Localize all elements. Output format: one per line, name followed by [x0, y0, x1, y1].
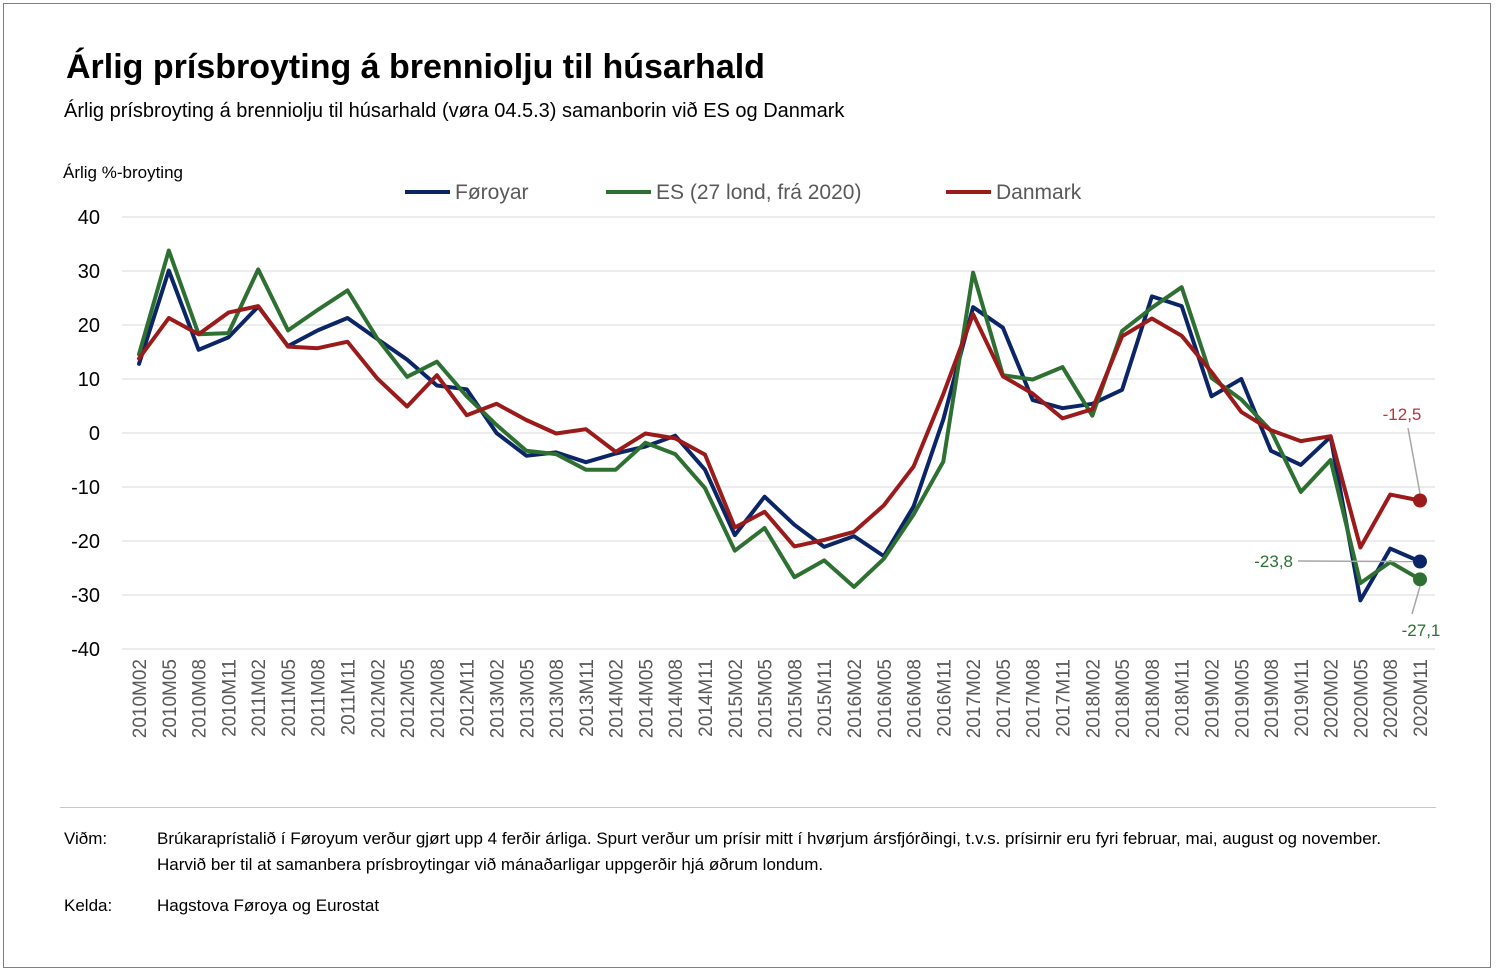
- x-tick-label: 2016M05: [875, 659, 896, 738]
- x-tick-label: 2020M11: [1411, 659, 1432, 737]
- x-tick-label: 2018M05: [1113, 659, 1134, 738]
- x-tick-label: 2017M05: [994, 659, 1015, 738]
- x-tick-label: 2014M11: [696, 659, 717, 737]
- annotation-leader: [1297, 560, 1414, 563]
- x-tick-label: 2015M08: [785, 659, 806, 738]
- x-tick-label: 2010M02: [130, 659, 151, 738]
- x-tick-label: 2016M02: [845, 659, 866, 738]
- gridlines: [122, 216, 1435, 650]
- y-tick-label: 10: [78, 369, 100, 391]
- y-tick-label: -30: [71, 585, 100, 607]
- x-tick-label: 2019M02: [1202, 659, 1223, 738]
- x-tick-label: 2020M05: [1351, 659, 1372, 738]
- series-line: [137, 304, 1422, 550]
- x-tick-label: 2012M05: [398, 659, 419, 738]
- y-tick-label: 40: [78, 207, 100, 229]
- x-tick-label: 2012M02: [368, 659, 389, 738]
- source-label: Kelda:: [64, 896, 113, 915]
- y-tick-label: 0: [89, 423, 100, 445]
- x-tick-label: 2011M11: [339, 659, 360, 735]
- y-tick-label: 30: [78, 261, 100, 283]
- x-tick-label: 2014M02: [607, 659, 628, 738]
- chart-frame: [3, 3, 1491, 968]
- x-tick-label: 2014M05: [636, 659, 657, 738]
- source-text: Hagstova Føroya og Eurostat: [157, 896, 380, 915]
- x-tick-label: 2010M05: [160, 659, 181, 738]
- y-axis-label: Árlig %-broyting: [63, 163, 183, 182]
- x-tick-label: 2017M08: [1024, 659, 1045, 738]
- x-tick-label: 2010M11: [219, 659, 240, 737]
- y-axis-ticks: 40 30 20 10 0 -10 -20 -30 -40: [71, 207, 100, 661]
- x-tick-label: 2016M11: [934, 659, 955, 737]
- x-axis-ticks: 2010M02 2010M05 2010M08 2010M11 2011M02 2011M…: [130, 659, 1432, 738]
- annotation-leader: [1407, 427, 1421, 494]
- y-tick-label: -10: [71, 477, 100, 499]
- x-tick-label: 2013M08: [547, 659, 568, 738]
- x-tick-label: 2020M02: [1322, 659, 1343, 738]
- x-tick-label: 2015M05: [756, 659, 777, 738]
- x-tick-label: 2013M11: [577, 659, 598, 737]
- footer-divider: [60, 807, 1436, 808]
- x-tick-label: 2011M05: [279, 659, 300, 737]
- y-tick-label: -40: [71, 639, 100, 661]
- x-tick-label: 2015M02: [726, 659, 747, 738]
- x-tick-label: 2020M08: [1381, 659, 1402, 738]
- y-tick-label: -20: [71, 531, 100, 553]
- series-line: [137, 268, 1422, 603]
- end-point-marker: [1413, 572, 1427, 587]
- legend: Føroyar ES (27 lond, frá 2020) Danmark: [405, 181, 1082, 204]
- x-tick-label: 2016M08: [905, 659, 926, 738]
- chart-title: Árlig prísbroyting á brenniolju til húsa…: [66, 48, 765, 86]
- x-tick-label: 2019M05: [1232, 659, 1253, 738]
- legend-label: Danmark: [996, 181, 1082, 204]
- y-tick-label: 20: [78, 315, 100, 337]
- annotation-leader: [1411, 586, 1421, 615]
- legend-label: Føroyar: [455, 181, 529, 204]
- note-text: Brúkaraprístalið í Føroyum verður gjørt …: [157, 829, 1382, 874]
- line-chart: Árlig %-broyting 40 30 20 10 0 -10 -20 -30 -40 2…: [63, 163, 1440, 738]
- x-tick-label: 2018M08: [1143, 659, 1164, 738]
- annotation-label: -23,8: [1254, 552, 1293, 571]
- x-tick-label: 2014M08: [666, 659, 687, 738]
- legend-label: ES (27 lond, frá 2020): [656, 181, 861, 204]
- x-tick-label: 2018M11: [1173, 659, 1194, 737]
- x-tick-label: 2019M11: [1292, 659, 1313, 737]
- x-tick-label: 2012M11: [458, 659, 479, 737]
- x-tick-label: 2012M08: [428, 659, 449, 738]
- x-tick-label: 2013M05: [517, 659, 538, 738]
- x-tick-label: 2010M08: [190, 659, 211, 738]
- note-label: Viðm:: [64, 829, 108, 848]
- x-tick-label: 2017M11: [1054, 659, 1075, 737]
- x-tick-label: 2018M02: [1083, 659, 1104, 738]
- annotations: -12,5 -23,8 -27,1: [1254, 405, 1440, 640]
- end-point-marker: [1413, 493, 1427, 508]
- chart-subtitle: Árlig prísbroyting á brenniolju til húsa…: [64, 100, 845, 122]
- x-tick-label: 2013M02: [487, 659, 508, 738]
- annotation-label: -12,5: [1383, 405, 1422, 424]
- x-tick-label: 2017M02: [964, 659, 985, 738]
- x-tick-label: 2015M11: [815, 659, 836, 737]
- end-point-marker: [1413, 554, 1427, 569]
- annotation-label: -27,1: [1402, 621, 1441, 640]
- series-line: [137, 248, 1422, 589]
- series-lines: [137, 248, 1427, 603]
- x-tick-label: 2011M08: [309, 659, 330, 737]
- x-tick-label: 2011M02: [249, 659, 270, 737]
- x-tick-label: 2019M08: [1262, 659, 1283, 738]
